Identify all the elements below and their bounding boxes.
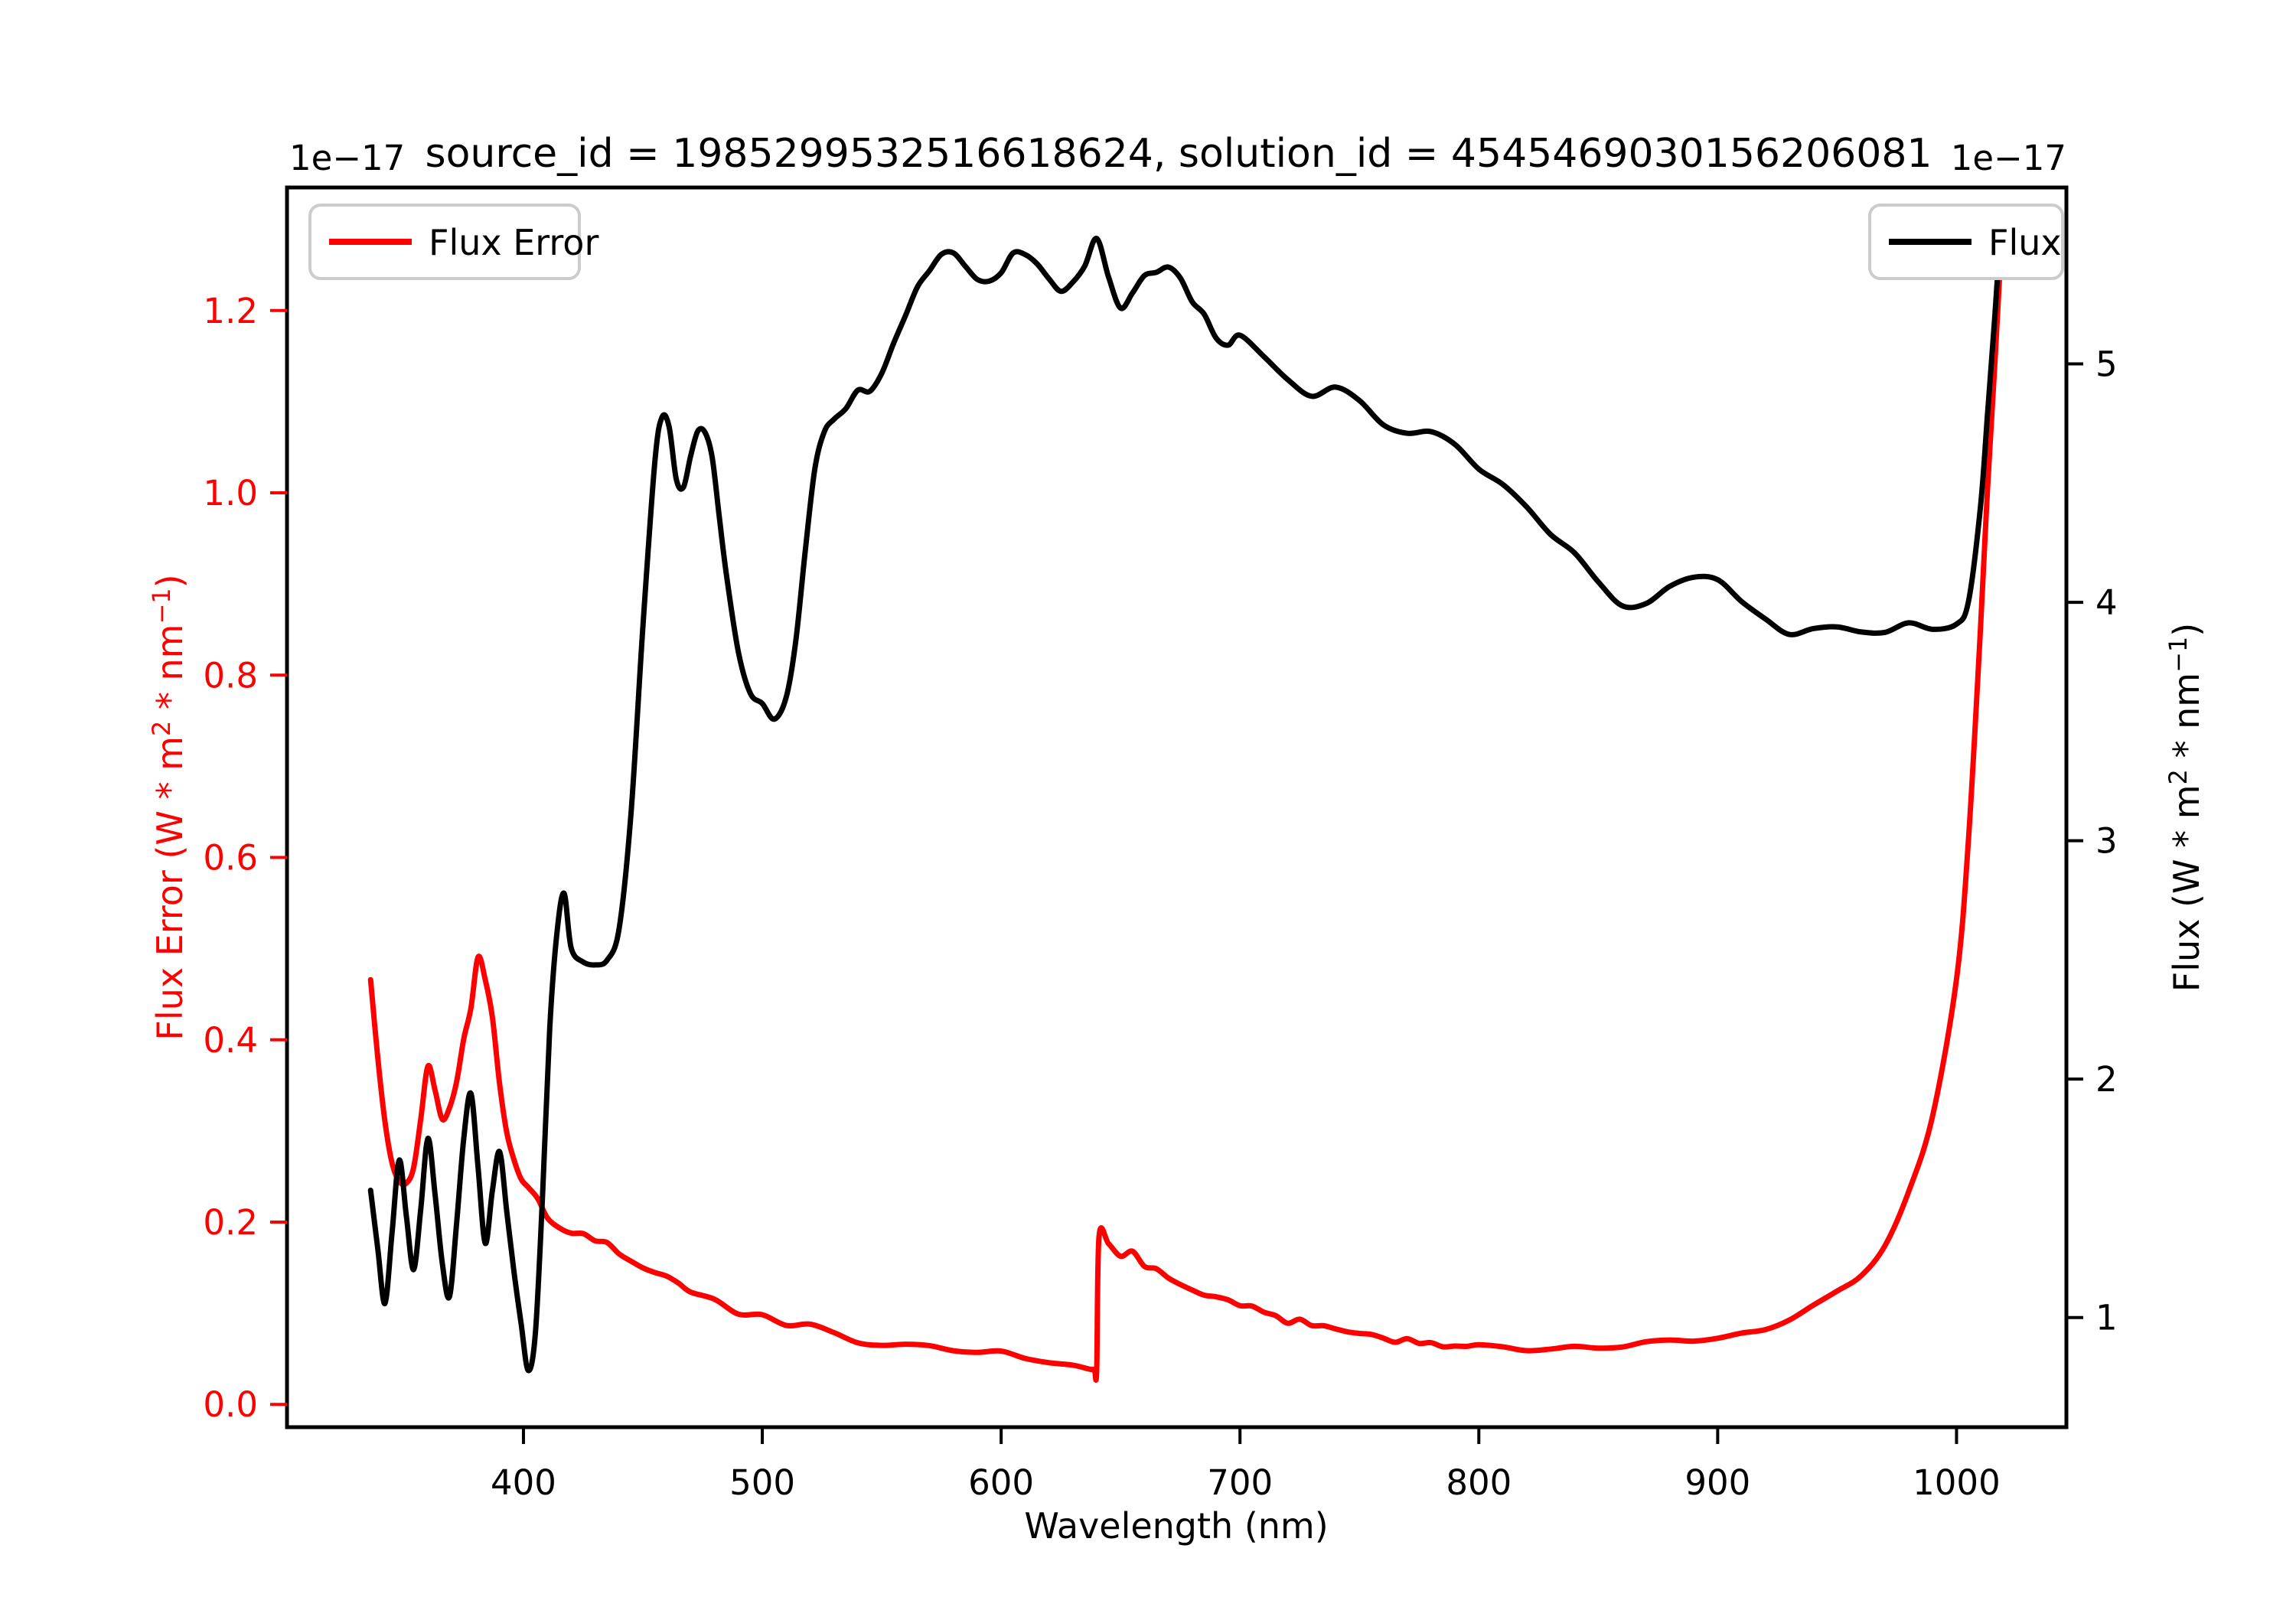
y-left-axis-label-sup2: −1 [147,588,176,624]
y-right-axis-label-sup2: −1 [2164,637,2193,673]
y-right-axis-label-mid: * nm [2166,673,2207,769]
y-left-axis-label-pre: Flux Error (W * m [149,736,191,1040]
x-tick-label: 800 [1446,1462,1512,1503]
legend-left-box [308,204,581,280]
left-axis-offset-label: 1e−17 [289,138,405,178]
flux-line [367,207,2005,1374]
x-tick-label: 900 [1684,1462,1750,1503]
y-left-tick-label: 1.2 [203,291,258,331]
y-right-tick-label: 3 [2095,821,2118,862]
y-right-tick-label: 5 [2095,344,2118,385]
y-right-axis-label-post: ) [2166,623,2207,637]
right-axis-offset-label: 1e−17 [1951,138,2066,178]
y-left-tick-label: 0.6 [203,838,258,878]
y-right-axis-label-sup1: 2 [2164,769,2193,784]
x-tick-label: 600 [968,1462,1034,1503]
y-left-axis-label: Flux Error (W * m2 * nm−1) [147,574,191,1040]
y-left-axis-label-sup1: 2 [147,721,176,736]
x-tick-label: 500 [729,1462,795,1503]
x-axis-ticks: 400 500 600 700 800 900 1000 [491,1427,2001,1503]
y-left-axis-label-mid: * nm [149,624,191,721]
legend-flux[interactable]: Flux [1868,204,2064,280]
x-tick-label: 400 [491,1462,556,1503]
y-right-tick-label: 1 [2095,1298,2118,1338]
y-right-tick-label: 2 [2095,1059,2118,1100]
axes-frame [285,185,2069,1429]
y-right-axis-ticks: 1 2 3 4 5 [2066,344,2118,1338]
x-tick-label: 700 [1207,1462,1273,1503]
legend-flux-error[interactable]: Flux Error [308,204,598,280]
y-left-axis-label-post: ) [149,574,191,588]
y-left-tick-label: 0.2 [203,1202,258,1243]
y-left-tick-label: 0.4 [203,1020,258,1061]
x-tick-label: 1000 [1913,1462,2001,1503]
y-left-tick-label: 0.0 [203,1384,258,1425]
y-left-tick-label: 1.0 [203,473,258,513]
y-left-tick-label: 0.8 [203,655,258,696]
legend-left-label: Flux Error [429,222,598,263]
legend-right-label: Flux [1988,222,2062,263]
y-left-axis-ticks: 0.0 0.2 0.4 0.6 0.8 1.0 1.2 [203,291,287,1425]
y-right-axis-label: Flux (W * m2 * nm−1) [2164,623,2207,992]
page-title: source_id = 1985299532516618624, solutio… [425,131,1932,177]
flux-error-line [367,230,2005,1383]
x-axis-label: Wavelength (nm) [1024,1505,1328,1547]
y-right-axis-label-pre: Flux (W * m [2166,784,2207,992]
y-right-tick-label: 4 [2095,582,2118,623]
